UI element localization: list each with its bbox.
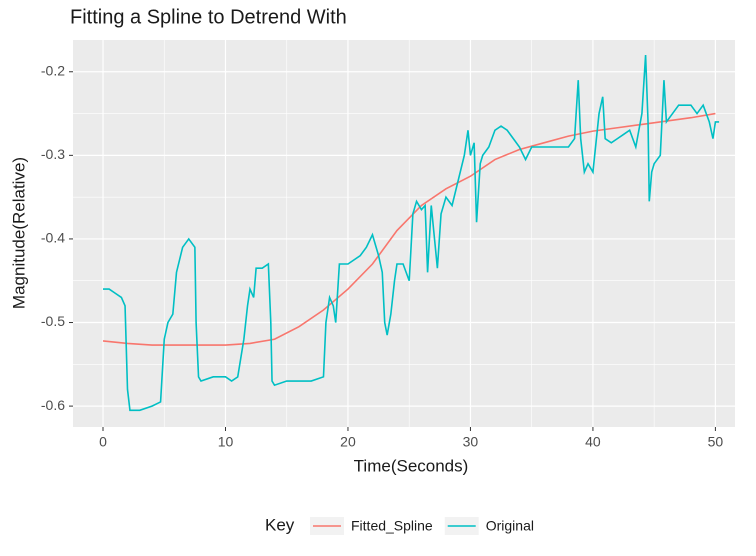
x-tick-label: 20 bbox=[340, 434, 356, 450]
y-tick-label: -0.6 bbox=[41, 397, 65, 413]
x-tick-label: 0 bbox=[99, 434, 107, 450]
series-line bbox=[102, 112, 716, 346]
legend-label: Fitted_Spline bbox=[351, 518, 433, 534]
x-tick-label: 10 bbox=[218, 434, 234, 450]
y-tick-label: -0.5 bbox=[41, 313, 65, 329]
x-tick-label: 30 bbox=[463, 434, 479, 450]
plot-panel bbox=[73, 40, 735, 427]
y-tick-label: -0.3 bbox=[41, 146, 65, 162]
legend-label: Original bbox=[486, 518, 534, 534]
x-tick-label: 40 bbox=[585, 434, 601, 450]
series-line bbox=[103, 54, 720, 412]
y-axis-label: Magnitude(Relative) bbox=[9, 157, 28, 309]
chart-title: Fitting a Spline to Detrend With bbox=[70, 6, 347, 28]
y-tick-label: -0.2 bbox=[41, 62, 65, 78]
legend-title: Key bbox=[265, 515, 295, 534]
x-tick-label: 50 bbox=[708, 434, 724, 450]
y-tick-label: -0.4 bbox=[41, 230, 65, 246]
x-axis-label: Time(Seconds) bbox=[354, 456, 469, 475]
